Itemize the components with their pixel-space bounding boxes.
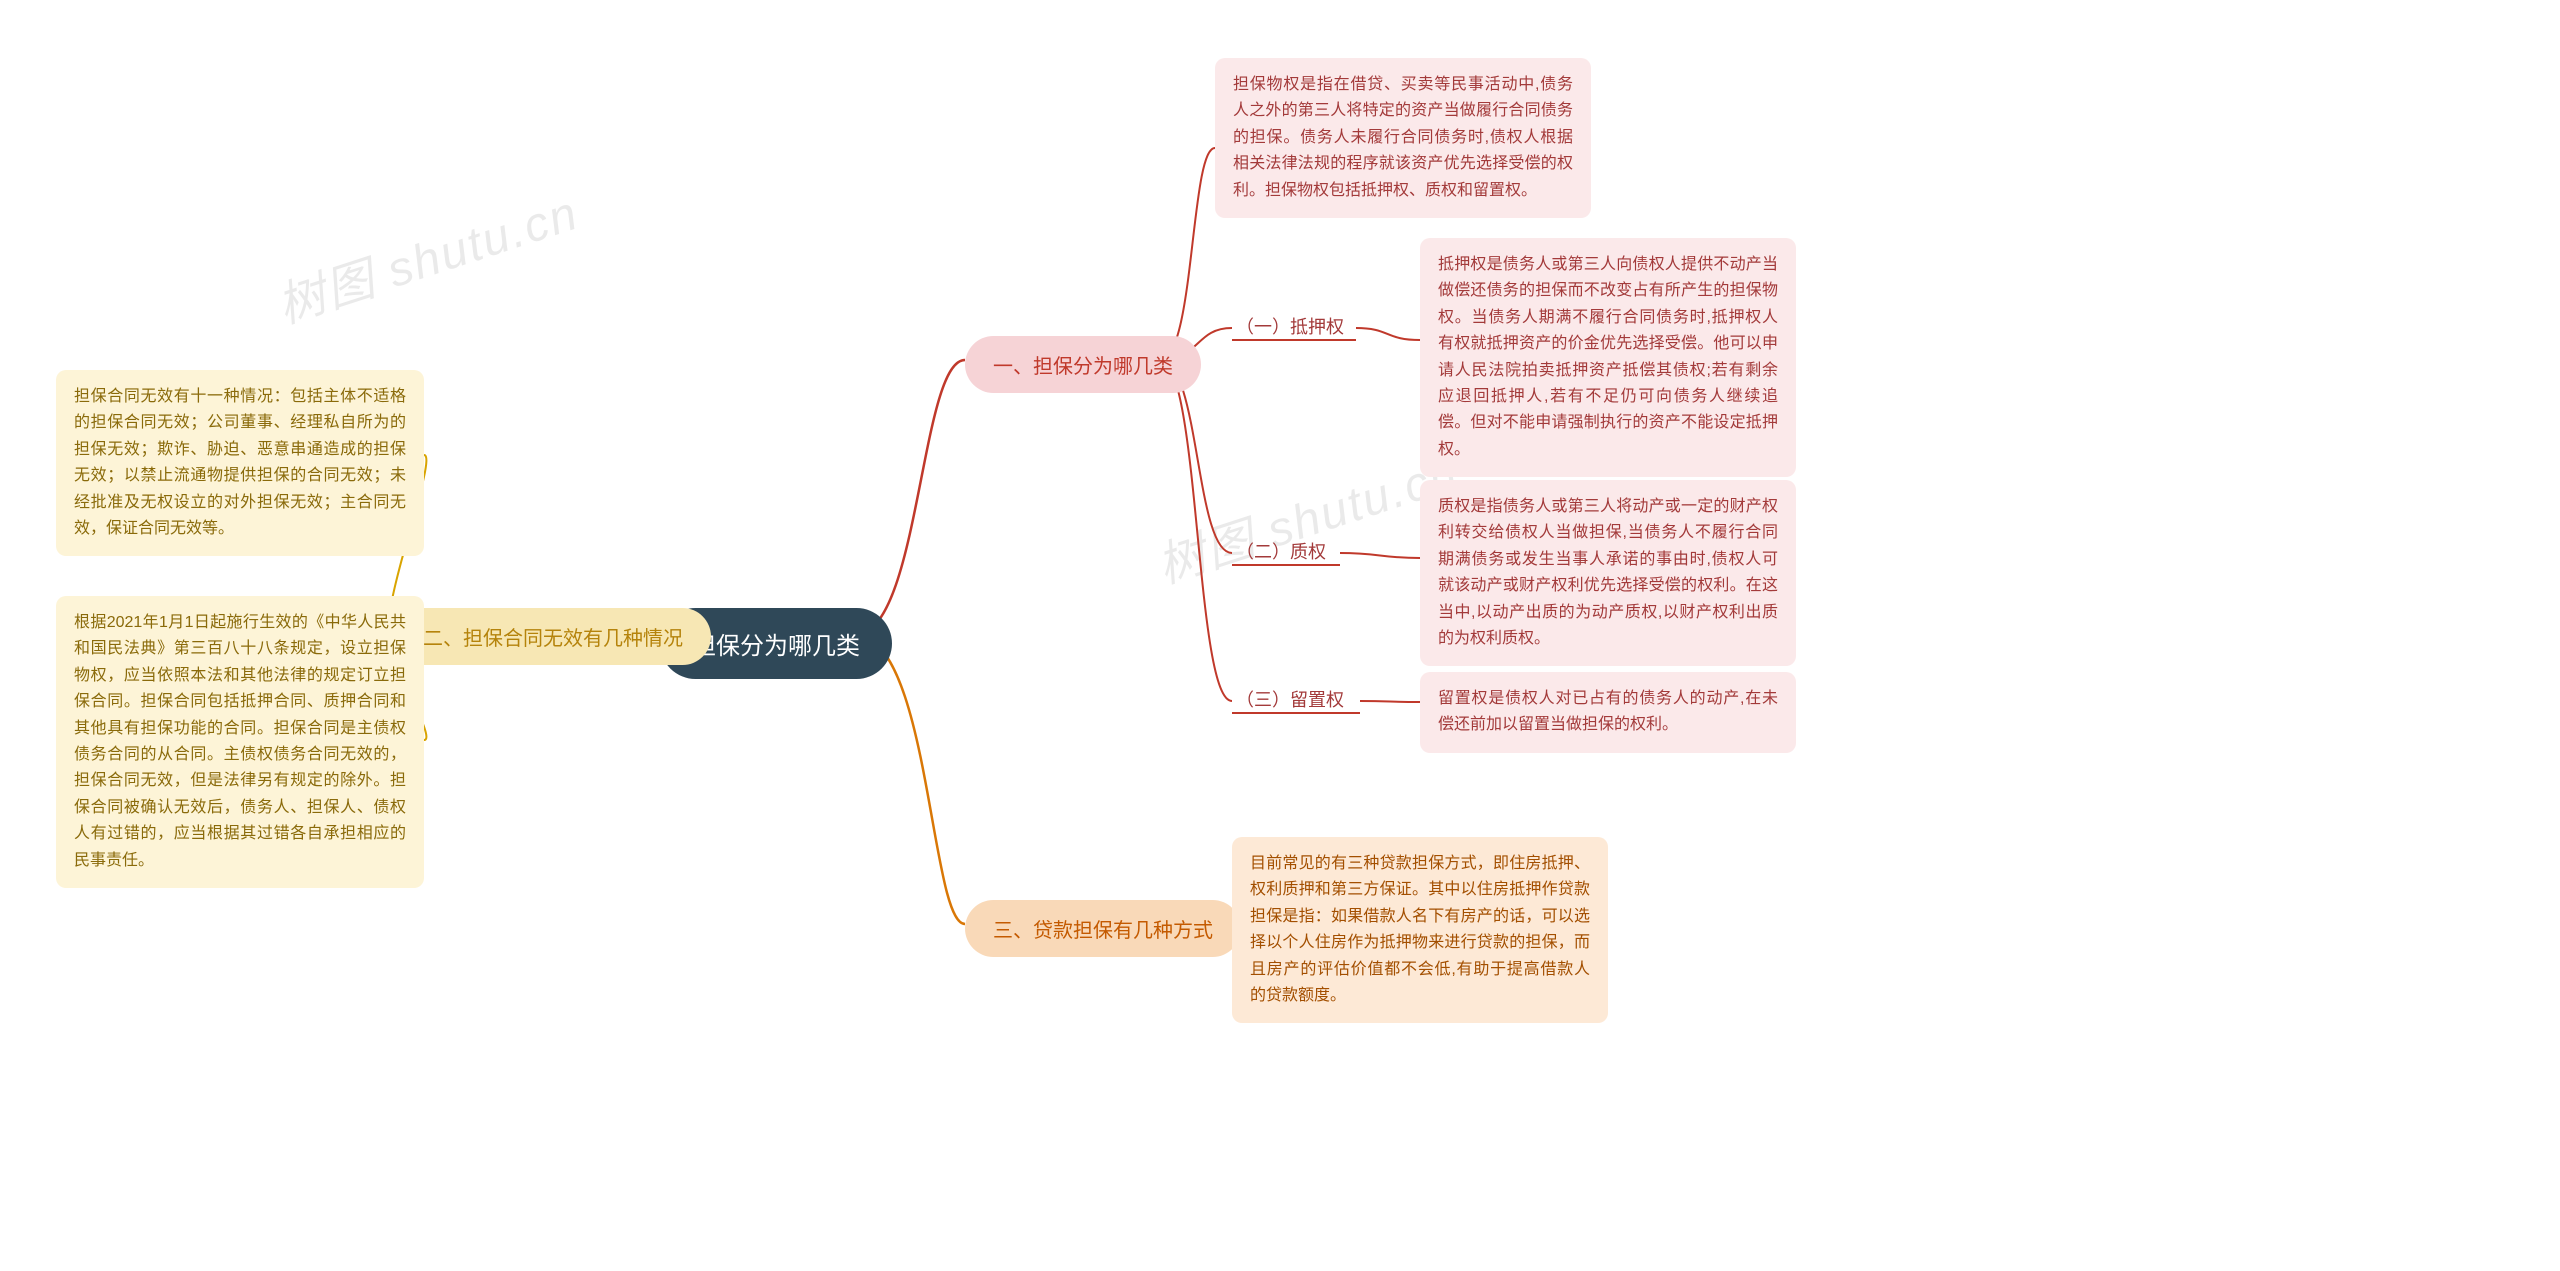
branch-1: 一、担保分为哪几类 — [965, 336, 1201, 393]
watermark-1: 树图 shutu.cn — [267, 173, 586, 336]
branch-1-sub-2-label: （二）质权 — [1232, 530, 1330, 572]
branch-2-leaf-2: 根据2021年1月1日起施行生效的《中华人民共和国民法典》第三百八十八条规定，设… — [56, 596, 424, 888]
branch-1-sub-2-text: 质权是指债务人或第三人将动产或一定的财产权利转交给债权人当做担保,当债务人不履行… — [1420, 480, 1796, 666]
branch-1-sub-3-label: （三）留置权 — [1232, 678, 1348, 720]
watermark-2: 树图 shutu.cn — [1147, 433, 1466, 596]
branch-1-intro: 担保物权是指在借贷、买卖等民事活动中,债务人之外的第三人将特定的资产当做履行合同… — [1215, 58, 1591, 218]
branch-3: 三、贷款担保有几种方式 — [965, 900, 1241, 957]
branch-2-leaf-1: 担保合同无效有十一种情况：包括主体不适格的担保合同无效；公司董事、经理私自所为的… — [56, 370, 424, 556]
branch-1-sub-1-text: 抵押权是债务人或第三人向债权人提供不动产当做偿还债务的担保而不改变占有所产生的担… — [1420, 238, 1796, 477]
branch-1-sub-1-label: （一）抵押权 — [1232, 305, 1348, 347]
branch-1-sub-3-text: 留置权是债权人对已占有的债务人的动产,在未偿还前加以留置当做担保的权利。 — [1420, 672, 1796, 753]
branch-2: 二、担保合同无效有几种情况 — [395, 608, 711, 665]
branch-3-leaf-1: 目前常见的有三种贷款担保方式，即住房抵押、权利质押和第三方保证。其中以住房抵押作… — [1232, 837, 1608, 1023]
